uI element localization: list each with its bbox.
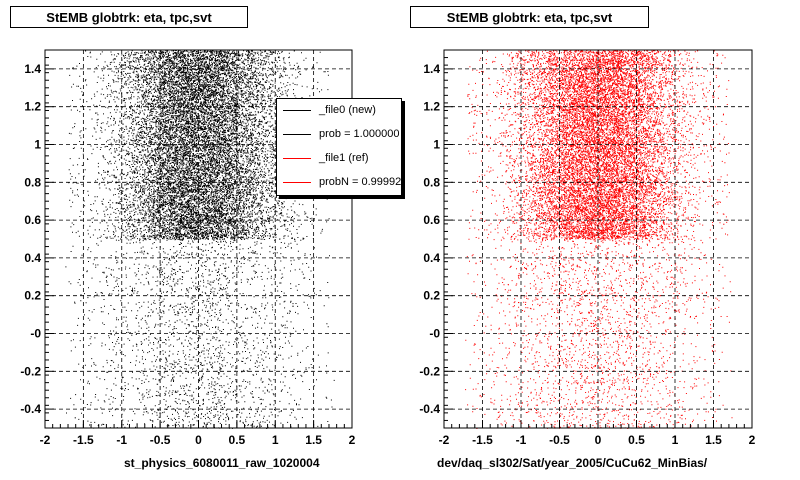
left-x-caption: st_physics_6080011_raw_1020004 <box>124 456 320 470</box>
y-tick-label: 0.4 <box>423 251 440 265</box>
x-tick-label: 1.5 <box>705 433 722 447</box>
legend-label: _file1 (ref) <box>319 152 369 164</box>
legend-line-icon <box>283 181 311 183</box>
y-tick-label: -0.4 <box>419 402 440 416</box>
x-tick-label: 1.5 <box>305 433 322 447</box>
y-tick-label: 0.8 <box>24 175 41 189</box>
y-tick-label: 1.4 <box>423 62 440 76</box>
y-tick-label: -0.4 <box>20 402 41 416</box>
x-tick-label: -1 <box>116 433 127 447</box>
x-axis-ticks: -2 -1.5 -1 -0.5 0 0.5 1 1.5 2 <box>40 420 356 447</box>
y-tick-label: 1.4 <box>24 62 41 76</box>
legend-entry-file0: _file0 (new) <box>283 102 376 118</box>
scatter-point-cloud <box>65 50 335 429</box>
legend-box: _file0 (new) prob = 1.000000 _file1 (ref… <box>276 98 402 196</box>
x-tick-label: -2 <box>40 433 51 447</box>
y-tick-label: 0.2 <box>24 289 41 303</box>
legend-label: prob = 1.000000 <box>319 128 400 140</box>
y-tick-label: -0 <box>30 327 41 341</box>
y-axis-ticks: -0.4 -0.2 -0 0.2 0.4 0.6 0.8 1 1.2 1.4 <box>20 49 54 429</box>
legend-label: probN = 0.999927 <box>319 176 402 188</box>
y-tick-label: 0.8 <box>423 175 440 189</box>
x-tick-label: 2 <box>349 433 356 447</box>
y-axis-ticks: -0.4 -0.2 -0 0.2 0.4 0.6 0.8 1 1.2 1.4 <box>419 49 453 429</box>
y-tick-label: 0.4 <box>24 251 41 265</box>
y-tick-label: 1.2 <box>423 100 440 114</box>
x-tick-label: -1.5 <box>472 433 493 447</box>
grid-lines <box>45 50 352 428</box>
y-tick-label: 0.6 <box>24 213 41 227</box>
y-tick-label: -0.2 <box>419 364 440 378</box>
y-tick-label: 1 <box>34 138 41 152</box>
legend-entry-prob: prob = 1.000000 <box>283 126 399 142</box>
legend-entry-file1: _file1 (ref) <box>283 150 369 166</box>
x-tick-label: -0.5 <box>150 433 171 447</box>
legend-line-icon <box>283 133 311 135</box>
x-tick-label: 0 <box>195 433 202 447</box>
legend-entry-probn: probN = 0.999927 <box>283 174 402 190</box>
grid-lines <box>444 50 752 428</box>
x-tick-label: 1 <box>272 433 279 447</box>
legend-line-icon <box>283 109 311 111</box>
x-tick-label: 0.5 <box>229 433 246 447</box>
x-tick-label: -1 <box>516 433 527 447</box>
x-tick-label: 0.5 <box>628 433 645 447</box>
legend-label: _file0 (new) <box>319 104 376 116</box>
legend-line-icon <box>283 157 311 159</box>
scatter-points <box>65 50 335 429</box>
left-chart-title: StEMB globtrk: eta, tpc,svt <box>10 6 248 28</box>
x-tick-label: -2 <box>439 433 450 447</box>
y-tick-label: 1 <box>433 138 440 152</box>
right-scatter-plot: -2 -1.5 -1 -0.5 0 0.5 1 1.5 2 -0.4 -0.2 -0 0.2 0.4 0.6… <box>419 49 756 447</box>
x-tick-label: 0 <box>595 433 602 447</box>
x-tick-label: 2 <box>749 433 756 447</box>
x-axis-ticks: -2 -1.5 -1 -0.5 0 0.5 1 1.5 2 <box>439 420 756 447</box>
y-tick-label: -0.2 <box>20 364 41 378</box>
x-tick-label: -1.5 <box>73 433 94 447</box>
x-tick-label: 1 <box>672 433 679 447</box>
y-tick-label: 1.2 <box>24 100 41 114</box>
y-tick-label: -0 <box>429 327 440 341</box>
y-tick-label: 0.2 <box>423 289 440 303</box>
y-tick-label: 0.6 <box>423 213 440 227</box>
x-tick-label: -0.5 <box>549 433 570 447</box>
right-chart-title: StEMB globtrk: eta, tpc,svt <box>410 6 649 28</box>
right-x-caption: dev/daq_sl302/Sat/year_2005/CuCu62_MinBi… <box>437 456 708 470</box>
